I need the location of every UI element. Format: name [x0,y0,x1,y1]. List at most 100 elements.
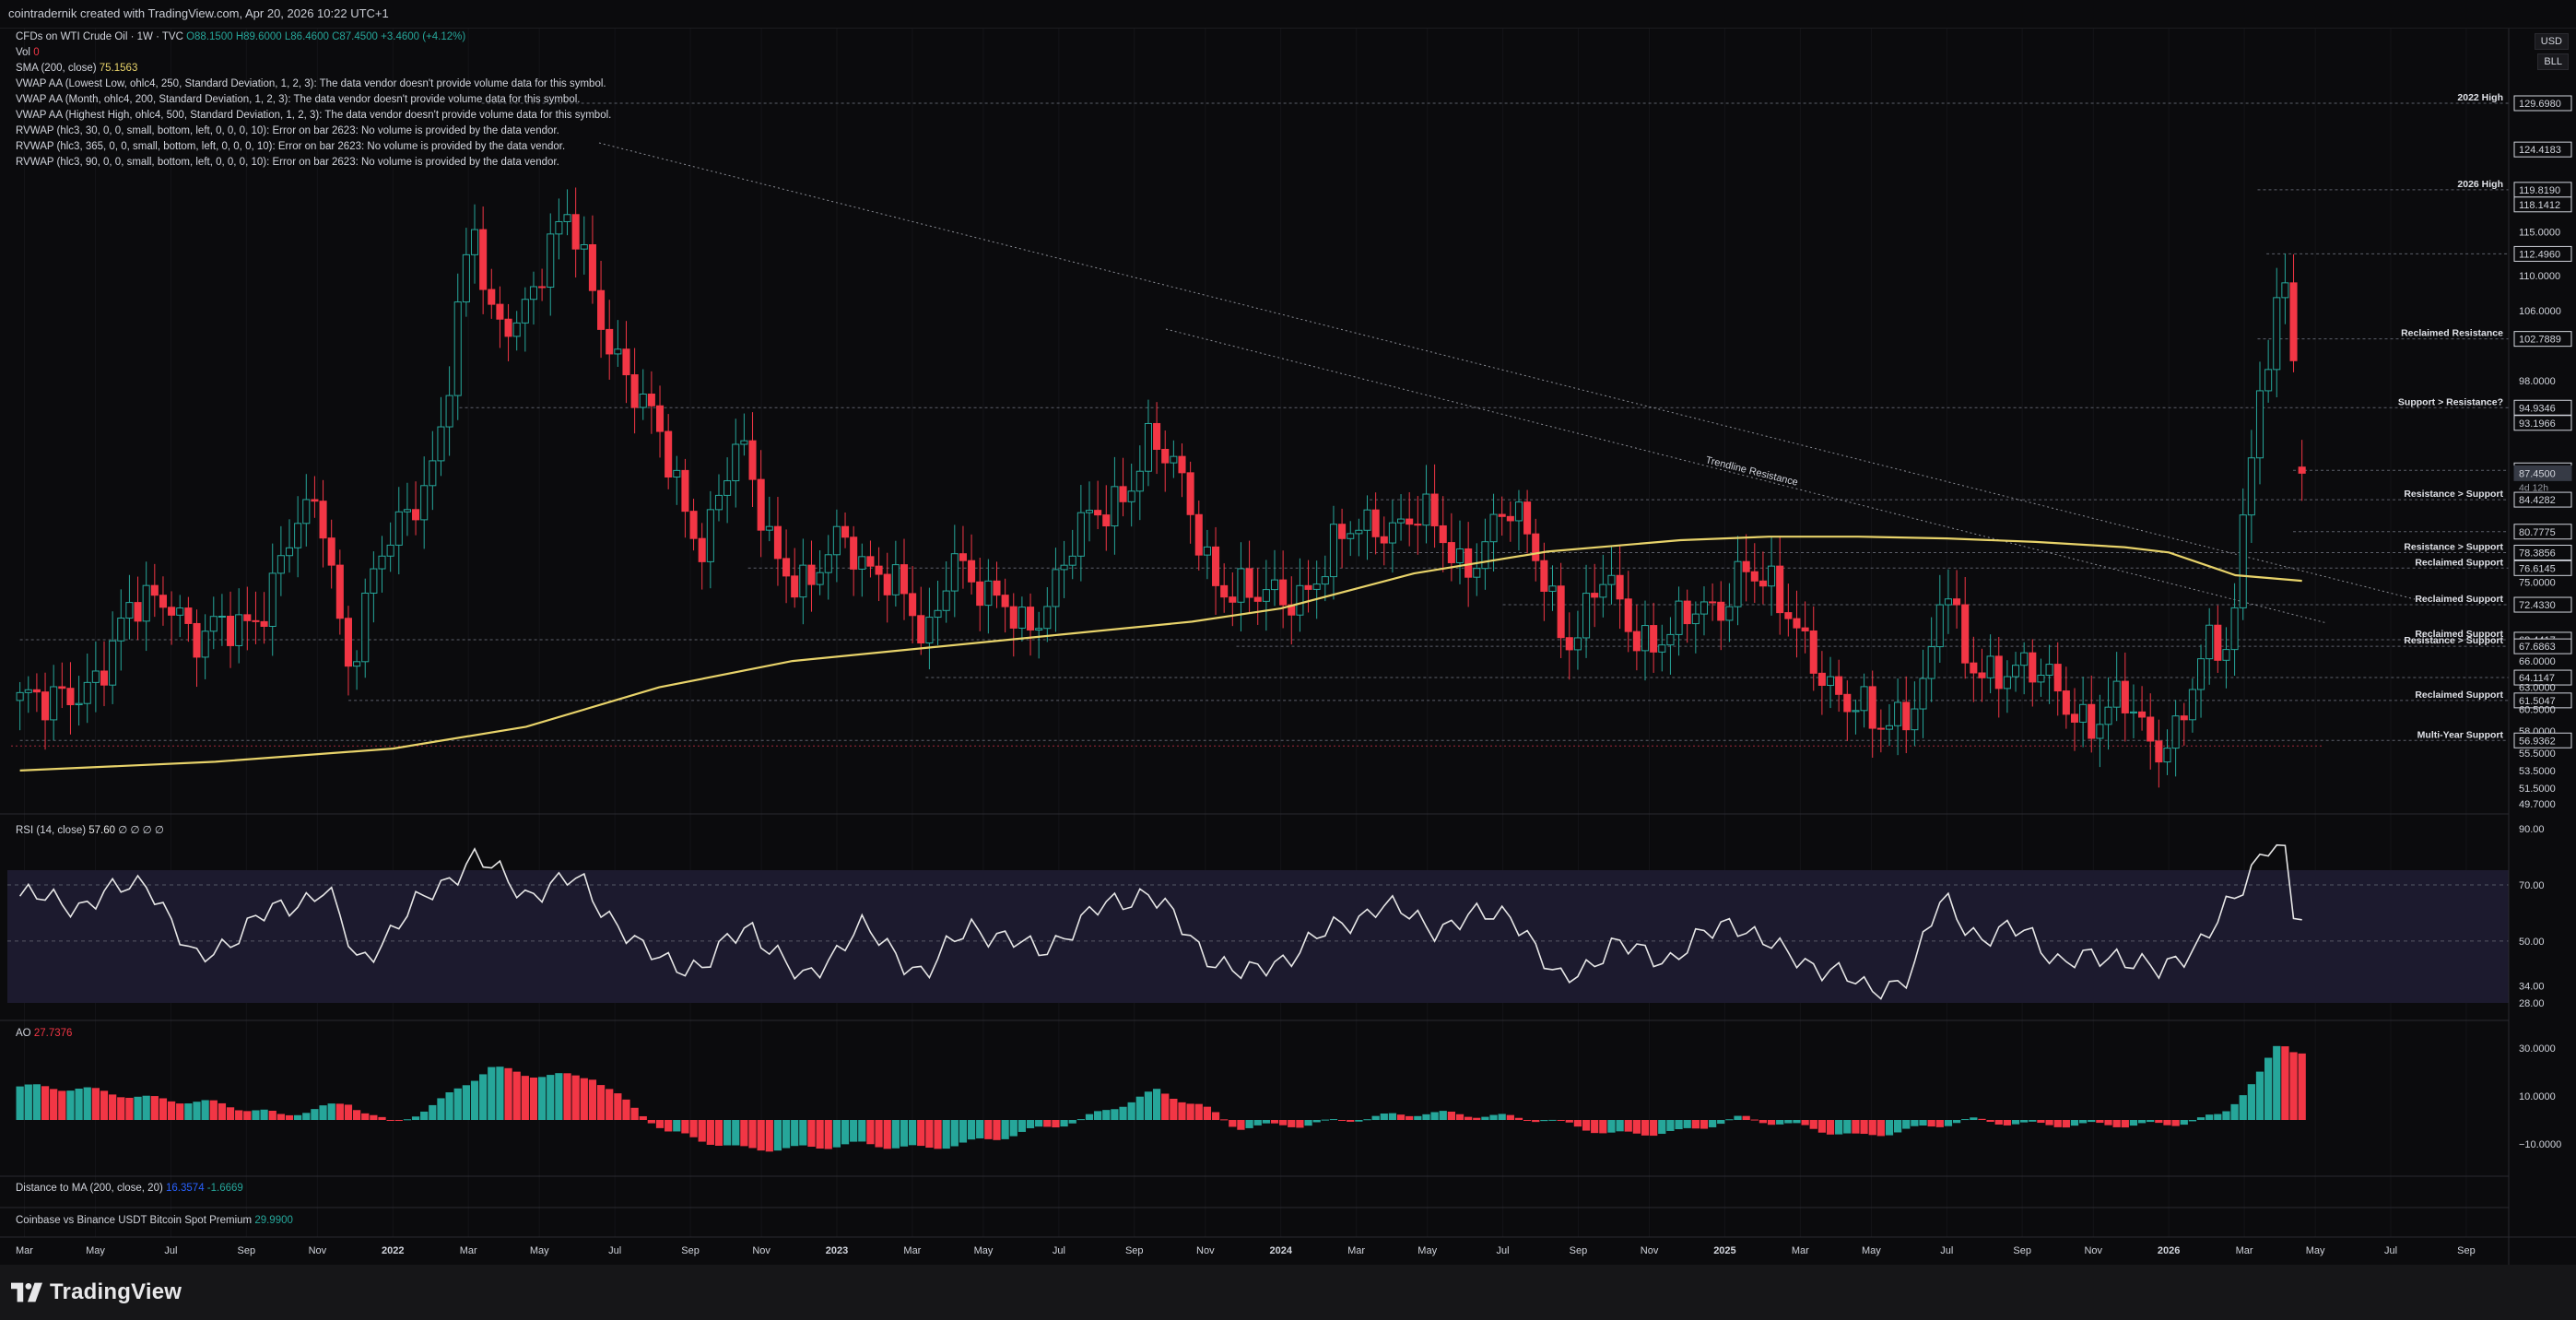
sma-200-line [19,536,2302,772]
candle-194 [1650,602,1658,673]
ao-bar-240 [2037,1120,2045,1124]
indicator-legend-6[interactable]: RVWAP (hlc3, 90, 0, 0, small, bottom, le… [16,157,559,168]
candle-200 [1700,586,1709,636]
indicator-legend-4[interactable]: RVWAP (hlc3, 30, 0, 0, small, bottom, le… [16,125,559,136]
ao-bar-73 [630,1107,639,1120]
indicator-legend-5[interactable]: RVWAP (hlc3, 365, 0, 0, small, bottom, l… [16,141,566,152]
candle-209 [1776,536,1784,635]
indicator-legend-3[interactable]: VWAP AA (Highest High, ohlc4, 500, Stand… [16,110,612,121]
price-axis-label-31: 51.5000 [2519,784,2556,795]
candle-229 [1944,569,1952,634]
candle-122 [1043,586,1052,642]
ao-bar-209 [1776,1120,1784,1125]
svg-text:93.1966: 93.1966 [2519,418,2556,430]
countdown-label: 4d 12h [2519,482,2548,493]
candle-102 [875,547,883,602]
price-axis-label-19: 72.4330 [2513,596,2572,613]
ao-bar-234 [1986,1120,1994,1123]
rsi-value: 57.60 [88,825,116,836]
candle-150 [1279,550,1288,629]
candle-114 [976,558,984,631]
time-axis-label-9: Sep [681,1245,700,1256]
candle-259 [2196,644,2205,718]
svg-text:60.5000: 60.5000 [2519,704,2556,715]
premium-legend[interactable]: Coinbase vs Binance USDT Bitcoin Spot Pr… [16,1215,293,1226]
ao-bar-19 [176,1103,184,1120]
ao-bar-76 [655,1120,665,1128]
svg-text:115.0000: 115.0000 [2519,228,2560,239]
candle-262 [2222,627,2230,689]
candle-79 [681,458,689,538]
candle-197 [1675,586,1683,656]
candle-156 [1329,505,1337,600]
price-axis-label-10: 94.9346 [2513,399,2572,416]
candle-177 [1506,501,1514,542]
ao-bar-199 [1691,1120,1700,1129]
level-label-4: Support > Resistance? [2398,396,2503,407]
indicator-legend-1[interactable]: VWAP AA (Lowest Low, ohlc4, 250, Standar… [16,78,606,89]
time-axis-label-7: May [530,1245,549,1256]
candle-149 [1270,549,1279,607]
ao-bar-250 [2121,1120,2129,1128]
indicator-legend-2[interactable]: VWAP AA (Month, ohlc4, 200, Standard Dev… [16,94,581,105]
currency-button[interactable]: USD [2534,33,2569,50]
candle-161 [1371,492,1380,555]
ao-bar-87 [748,1120,757,1149]
sma-legend[interactable]: SMA (200, close) 75.1563 [16,63,137,74]
ao-legend[interactable]: AO 27.7376 [16,1028,72,1039]
rsi-axis-label-0: 90.00 [2519,824,2545,835]
price-axis[interactable]: 129.6980 124.4183 119.8190 118.1412 115.0000… [2513,95,2572,810]
candle-48 [420,456,429,549]
candle-0 [16,681,24,731]
candle-143 [1220,563,1229,613]
svg-text:51.5000: 51.5000 [2519,784,2556,795]
time-axis[interactable]: Mar May Jul Sep Nov 2022 Mar May Jul Sep Nov 2023 Ma… [16,1245,2476,1256]
grid-lines [23,28,2467,1237]
ao-bar-120 [1026,1120,1035,1128]
ao-bar-81 [698,1120,706,1142]
candle-134 [1144,399,1152,487]
time-axis-label-31: May [2306,1245,2325,1256]
distance-legend[interactable]: Distance to MA (200, close, 20) 16.3574 … [16,1183,243,1194]
ohlc-change: +3.4600 (+4.12%) [381,31,466,42]
vol-legend[interactable]: Vol 0 [16,47,40,58]
ao-bar-216 [1835,1120,1843,1135]
candle-241 [2045,644,2053,704]
ao-bar-104 [891,1120,900,1149]
candle-221 [1876,709,1885,753]
rsi-extra: ∅ ∅ ∅ ∅ [118,825,164,836]
ao-bar-249 [2112,1120,2121,1127]
candle-67 [580,216,588,275]
candle-205 [1742,534,1750,602]
rsi-axis[interactable]: 90.00 70.00 50.00 34.00 28.00 [2519,824,2545,1009]
ao-bar-4 [50,1089,58,1120]
ao-bar-96 [824,1120,832,1149]
symbol-legend[interactable]: CFDs on WTI Crude Oil · 1W · TVC O88.150… [16,31,465,42]
ao-bar-27 [243,1111,252,1120]
ao-bar-14 [134,1096,142,1120]
candle-20 [184,596,193,642]
level-label-9: Reclaimed Support [2415,557,2503,568]
candle-85 [732,418,740,508]
candle-22 [201,614,209,679]
ao-bar-187 [1591,1120,1599,1134]
rsi-legend[interactable]: RSI (14, close) 57.60 ∅ ∅ ∅ ∅ [16,823,164,836]
ao-bar-239 [2029,1120,2037,1122]
candle-228 [1935,574,1944,663]
time-axis-label-23: 2025 [1713,1245,1735,1256]
ao-bar-220 [1868,1120,1876,1136]
tradingview-logo[interactable]: TradingView [11,1276,182,1309]
ao-bar-106 [908,1120,917,1146]
candle-267 [2264,339,2273,403]
unit-button[interactable]: BLL [2537,53,2569,70]
ao-bar-131 [1119,1106,1127,1120]
ao-bar-93 [799,1120,807,1146]
ao-bar-98 [841,1120,850,1145]
candle-66 [571,187,580,278]
candle-139 [1186,461,1194,544]
ao-axis[interactable]: 30.0000 10.0000 −10.0000 [2519,1043,2561,1150]
ao-bar-6 [66,1090,75,1120]
candle-42 [370,551,378,623]
price-axis-label-7: 106.0000 [2519,306,2561,317]
